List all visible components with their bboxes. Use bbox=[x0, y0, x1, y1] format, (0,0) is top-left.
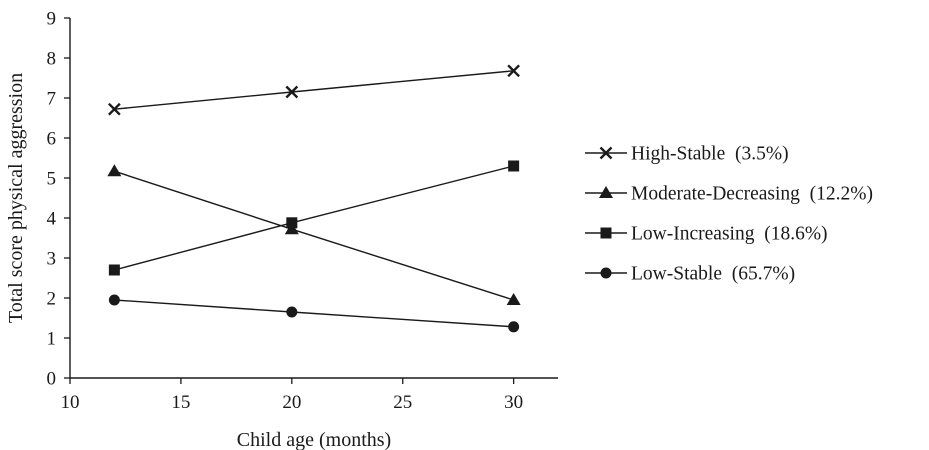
y-tick-label: 4 bbox=[47, 209, 57, 230]
x-tick-label: 10 bbox=[61, 392, 80, 413]
data-point-low-stable bbox=[108, 294, 120, 306]
x-axis-label: Child age (months) bbox=[237, 429, 391, 450]
y-tick-label: 0 bbox=[47, 369, 57, 390]
data-point-low-increasing bbox=[508, 160, 520, 172]
y-tick-label: 5 bbox=[47, 169, 57, 190]
y-tick-label: 9 bbox=[47, 9, 57, 30]
legend-marker-square bbox=[600, 227, 612, 239]
legend: High-Stable (3.5%) Moderate-Decreasing (1… bbox=[585, 144, 873, 285]
data-point-low-stable bbox=[286, 306, 298, 318]
y-tick-label: 1 bbox=[47, 329, 57, 350]
x-tick-label: 30 bbox=[504, 392, 523, 413]
y-tick-label: 2 bbox=[47, 289, 57, 310]
series-line-low-stable bbox=[114, 299, 514, 328]
data-point-low-stable bbox=[508, 321, 520, 333]
x-tick-label: 25 bbox=[393, 392, 412, 413]
legend-item-moderate-decreasing: Moderate-Decreasing (12.2%) bbox=[585, 184, 873, 205]
legend-label: Moderate-Decreasing (12.2%) bbox=[631, 184, 873, 205]
y-axis-label: Total score physical aggression bbox=[5, 73, 27, 323]
series-moderate-decreasing bbox=[107, 164, 521, 305]
data-point-low-increasing bbox=[286, 217, 298, 229]
series-high-stable bbox=[108, 64, 520, 116]
y-tick-label: 8 bbox=[47, 49, 57, 70]
legend-label: Low-Increasing (18.6%) bbox=[631, 224, 828, 245]
legend-item-low-stable: Low-Stable (65.7%) bbox=[585, 264, 795, 285]
data-point-high-stable bbox=[108, 102, 121, 116]
y-tick-label: 6 bbox=[47, 129, 57, 150]
axes: 0 1 2 3 4 5 6 7 8 9 10 15 20 25 30 bbox=[47, 9, 558, 413]
data-point-low-increasing bbox=[108, 264, 120, 276]
legend-marker-x bbox=[599, 146, 613, 160]
legend-item-low-increasing: Low-Increasing (18.6%) bbox=[585, 224, 828, 245]
x-tick-label: 20 bbox=[282, 392, 301, 413]
series-line-low-increasing bbox=[114, 165, 514, 271]
legend-label: Low-Stable (65.7%) bbox=[631, 264, 795, 285]
legend-marker-circle bbox=[600, 267, 612, 279]
legend-label: High-Stable (3.5%) bbox=[631, 144, 789, 165]
series-low-stable bbox=[108, 294, 520, 333]
series-layer bbox=[107, 64, 521, 333]
series-line-high-stable bbox=[114, 70, 514, 110]
y-tick-label: 3 bbox=[47, 249, 57, 270]
series-line-moderate-decreasing bbox=[114, 170, 514, 301]
data-point-moderate-decreasing bbox=[506, 293, 521, 305]
data-point-high-stable bbox=[507, 64, 520, 78]
data-point-moderate-decreasing bbox=[107, 164, 122, 177]
x-tick-label: 15 bbox=[171, 392, 190, 413]
y-tick-label: 7 bbox=[47, 89, 57, 110]
legend-item-high-stable: High-Stable (3.5%) bbox=[585, 144, 789, 165]
data-point-high-stable bbox=[285, 85, 299, 99]
series-low-increasing bbox=[108, 160, 520, 276]
legend-marker-triangle bbox=[599, 186, 613, 198]
